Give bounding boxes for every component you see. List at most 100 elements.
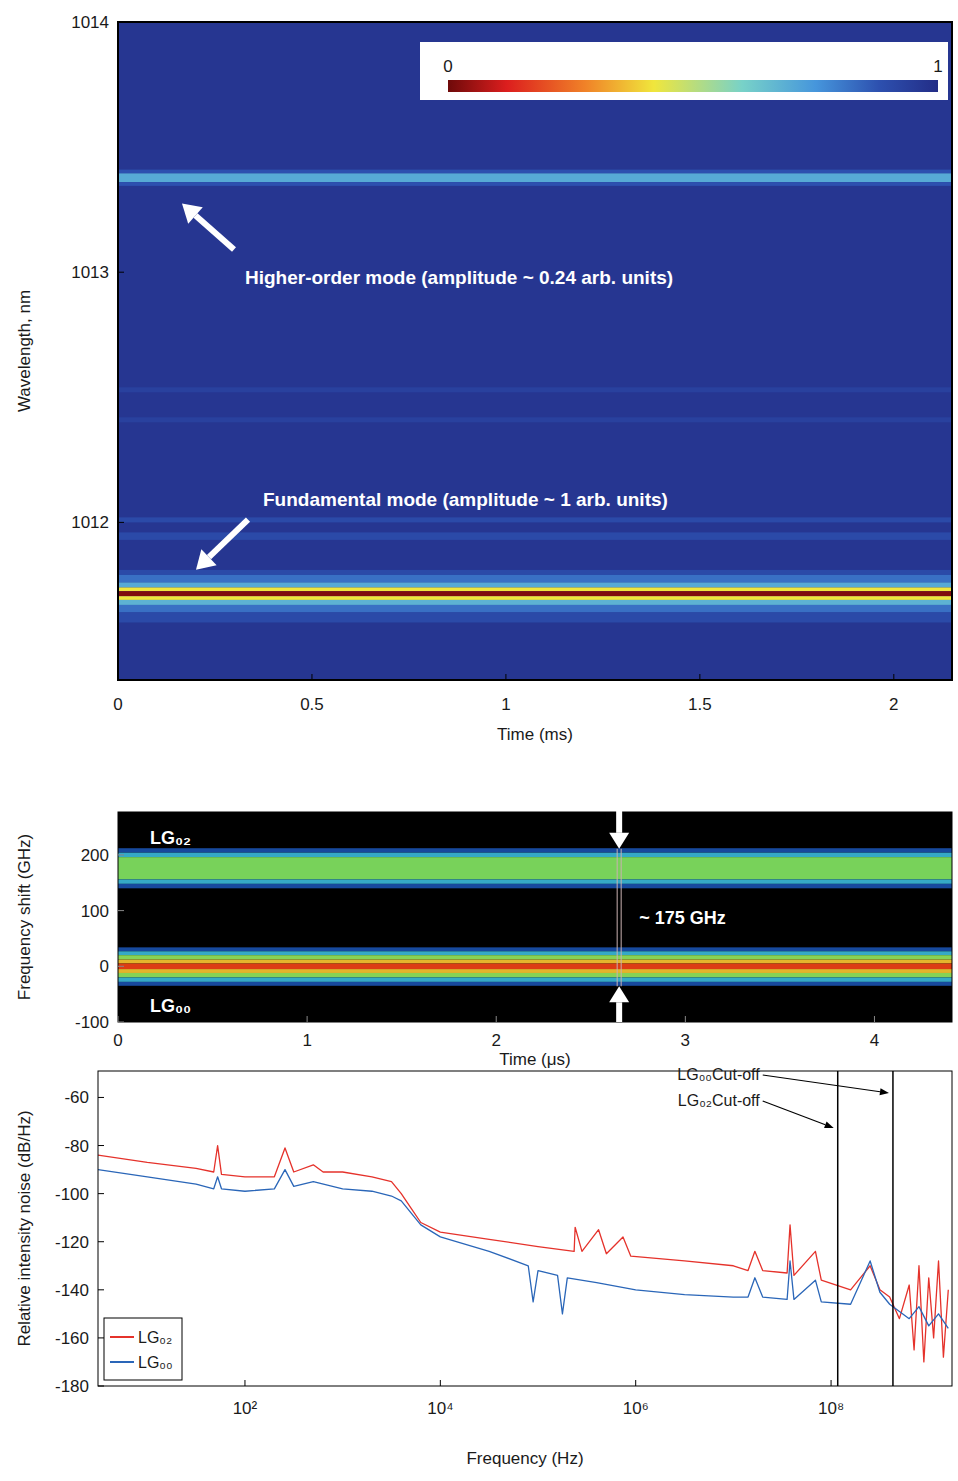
x-tick — [685, 1016, 686, 1022]
y-tick-label: -80 — [64, 1137, 89, 1156]
y-tick — [98, 1145, 104, 1146]
heatmap-cell — [118, 173, 952, 182]
y-tick-label: -180 — [55, 1377, 89, 1396]
span-line — [621, 849, 622, 986]
colorbar-label: 0 — [443, 57, 452, 76]
x-tick-label: 0 — [113, 695, 122, 714]
x-tick — [874, 1016, 875, 1022]
x-tick — [635, 1380, 636, 1386]
arrow-head — [824, 1122, 834, 1129]
heatmap-cell — [118, 417, 952, 422]
x-axis-title: Frequency (Hz) — [466, 1449, 583, 1468]
cutoff-annotation: LG₀₂Cut-off — [678, 1092, 834, 1128]
mode-label: LG₀₂ — [150, 828, 191, 848]
cutoff-line — [892, 1071, 894, 1386]
arrow-shaft — [616, 1002, 622, 1022]
plot-background — [98, 1071, 952, 1386]
heatmap-cell — [118, 582, 952, 587]
arrow-head — [196, 549, 217, 569]
heatmap-cell — [118, 964, 952, 970]
y-tick — [118, 966, 124, 967]
heatmap-cell — [118, 182, 952, 186]
y-tick — [98, 1289, 104, 1290]
y-tick — [98, 1386, 104, 1387]
figure: 00.511.52101210131014Time (ms)Wavelength… — [0, 0, 958, 1481]
colorbar-label: 1 — [933, 57, 942, 76]
x-tick — [496, 1016, 497, 1022]
heatmap-cell — [118, 951, 952, 955]
x-tick-label: 10⁴ — [427, 1399, 453, 1418]
x-tick — [699, 674, 700, 680]
frame — [98, 1071, 952, 1386]
y-tick-label: 1014 — [71, 13, 109, 32]
legend-swatch — [110, 1361, 134, 1363]
cutoff-label: LG₀₀Cut-off — [677, 1066, 760, 1083]
cutoff-line — [837, 1071, 839, 1386]
heatmap-cell — [118, 884, 952, 888]
y-tick-label: -120 — [55, 1233, 89, 1252]
y-tick — [98, 1193, 104, 1194]
x-tick-label: 1 — [302, 1031, 311, 1050]
y-tick-label: -100 — [55, 1185, 89, 1204]
y-tick — [118, 522, 124, 523]
x-tick-label: 0 — [113, 1031, 122, 1050]
legend: LG₀₂LG₀₀ — [104, 1318, 182, 1380]
frame — [118, 812, 952, 1022]
heatmap-cell — [118, 960, 952, 964]
heatmap-background — [118, 812, 952, 1022]
y-tick — [98, 1097, 104, 1098]
colorbar-box — [420, 42, 948, 100]
axes: 01234-1000100200Time (μs)Frequency shift… — [15, 812, 952, 1069]
x-tick-label: 2 — [889, 695, 898, 714]
plot-area — [98, 1071, 948, 1386]
frame — [118, 22, 952, 680]
heatmap-cell — [118, 600, 952, 605]
heatmap-cell — [118, 947, 952, 951]
arrow-shaft — [209, 520, 248, 558]
heatmap-cell — [118, 170, 952, 174]
x-tick-label: 10⁶ — [623, 1399, 649, 1418]
x-tick-label: 2 — [491, 1031, 500, 1050]
heatmap-background — [118, 22, 952, 680]
series-line — [98, 1170, 948, 1329]
y-tick — [118, 1022, 124, 1023]
x-axis-title: Time (μs) — [499, 1050, 571, 1069]
legend-label: LG₀₀ — [138, 1354, 173, 1371]
heatmap-cell — [118, 605, 952, 613]
arrow-head — [182, 204, 203, 224]
colorbar: 01 — [420, 42, 948, 100]
y-axis-title: Relative intensity noise (dB/Hz) — [15, 1110, 34, 1346]
annotation-text: ~ 175 GHz — [639, 908, 726, 928]
annotation-text: Higher-order mode (amplitude ~ 0.24 arb.… — [245, 267, 673, 288]
y-tick — [98, 1337, 104, 1338]
legend-box — [104, 1318, 182, 1380]
heatmap-cell — [118, 587, 952, 591]
y-tick-label: 1013 — [71, 263, 109, 282]
heatmap-cell — [118, 387, 952, 392]
heatmap-cell — [118, 857, 952, 879]
x-tick — [440, 1380, 441, 1386]
heatmap-cell — [118, 596, 952, 600]
heatmap-cell — [118, 848, 952, 852]
annotation: Fundamental mode (amplitude ~ 1 arb. uni… — [196, 489, 668, 570]
cutoff-annotation: LG₀₀Cut-off — [677, 1066, 889, 1095]
x-tick — [244, 1380, 245, 1386]
plot-area — [118, 22, 952, 680]
x-tick-label: 0.5 — [300, 695, 324, 714]
y-tick-label: -100 — [75, 1013, 109, 1032]
x-axis-title: Time (ms) — [497, 725, 573, 744]
x-tick-label: 1 — [501, 695, 510, 714]
x-tick — [118, 1016, 119, 1022]
heatmap-cell — [118, 853, 952, 857]
y-tick-label: 100 — [81, 902, 109, 921]
y-tick — [118, 910, 124, 911]
arrow-shaft — [763, 1075, 880, 1092]
heatmap-cell — [118, 879, 952, 883]
x-tick-label: 4 — [870, 1031, 879, 1050]
heatmap-cell — [118, 982, 952, 986]
arrow-head — [609, 986, 629, 1002]
span-line — [617, 849, 618, 986]
heatmap-cell — [118, 591, 952, 596]
y-tick — [118, 272, 124, 273]
y-tick — [118, 854, 124, 855]
